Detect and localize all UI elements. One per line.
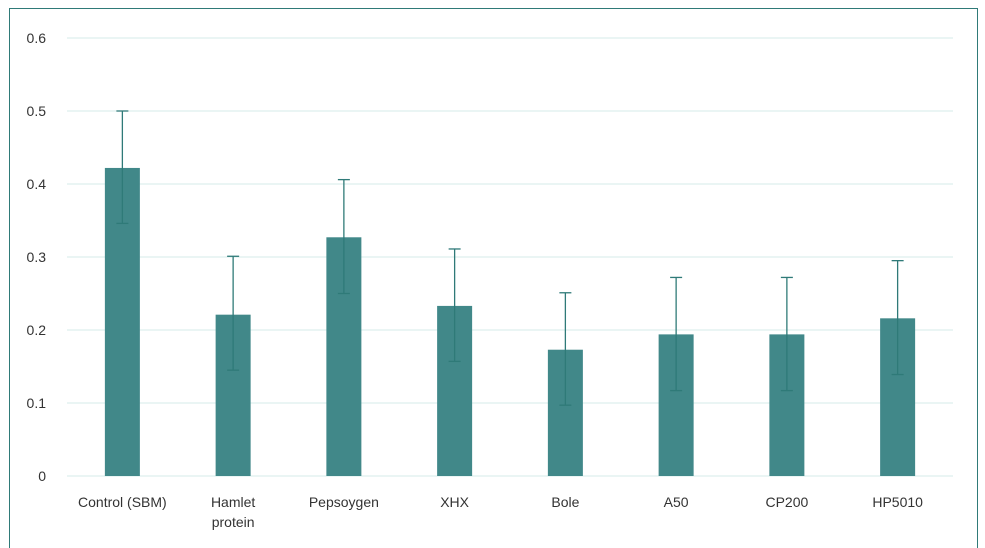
y-tick-label: 0.1 (27, 395, 47, 411)
error-bar-1 (227, 255, 240, 371)
x-tick-label: CP200 (765, 494, 808, 510)
error-bars (116, 110, 904, 406)
x-tick-label: A50 (664, 494, 689, 510)
error-bar-2 (337, 178, 350, 295)
error-bar-4 (559, 292, 572, 406)
y-tick-label: 0 (38, 468, 46, 484)
y-axis-ticks: 0 0.1 0.2 0.3 0.4 0.5 0.6 (27, 30, 47, 484)
y-tick-label: 0.2 (27, 322, 47, 338)
bars (104, 167, 916, 476)
error-bar-6 (780, 276, 793, 392)
gridlines (67, 37, 953, 477)
x-tick-label: Control (SBM) (78, 494, 167, 510)
error-bar-5 (670, 276, 683, 392)
error-bar-7 (891, 259, 904, 376)
error-bar-0 (116, 110, 129, 225)
x-tick-label: XHX (440, 494, 469, 510)
y-tick-label: 0.5 (27, 103, 47, 119)
x-axis-ticks: Control (SBM) Hamlet protein Pepsoygen XHX Bo… (78, 494, 923, 530)
y-tick-label: 0.4 (27, 176, 47, 192)
error-bar-3 (448, 248, 461, 363)
x-tick-label: Pepsoygen (309, 494, 379, 510)
x-tick-label: Bole (551, 494, 579, 510)
y-tick-label: 0.6 (27, 30, 47, 46)
chart-frame (9, 8, 978, 548)
x-tick-label: HP5010 (872, 494, 923, 510)
y-tick-label: 0.3 (27, 249, 47, 265)
x-tick-label: Hamlet protein (211, 494, 255, 530)
